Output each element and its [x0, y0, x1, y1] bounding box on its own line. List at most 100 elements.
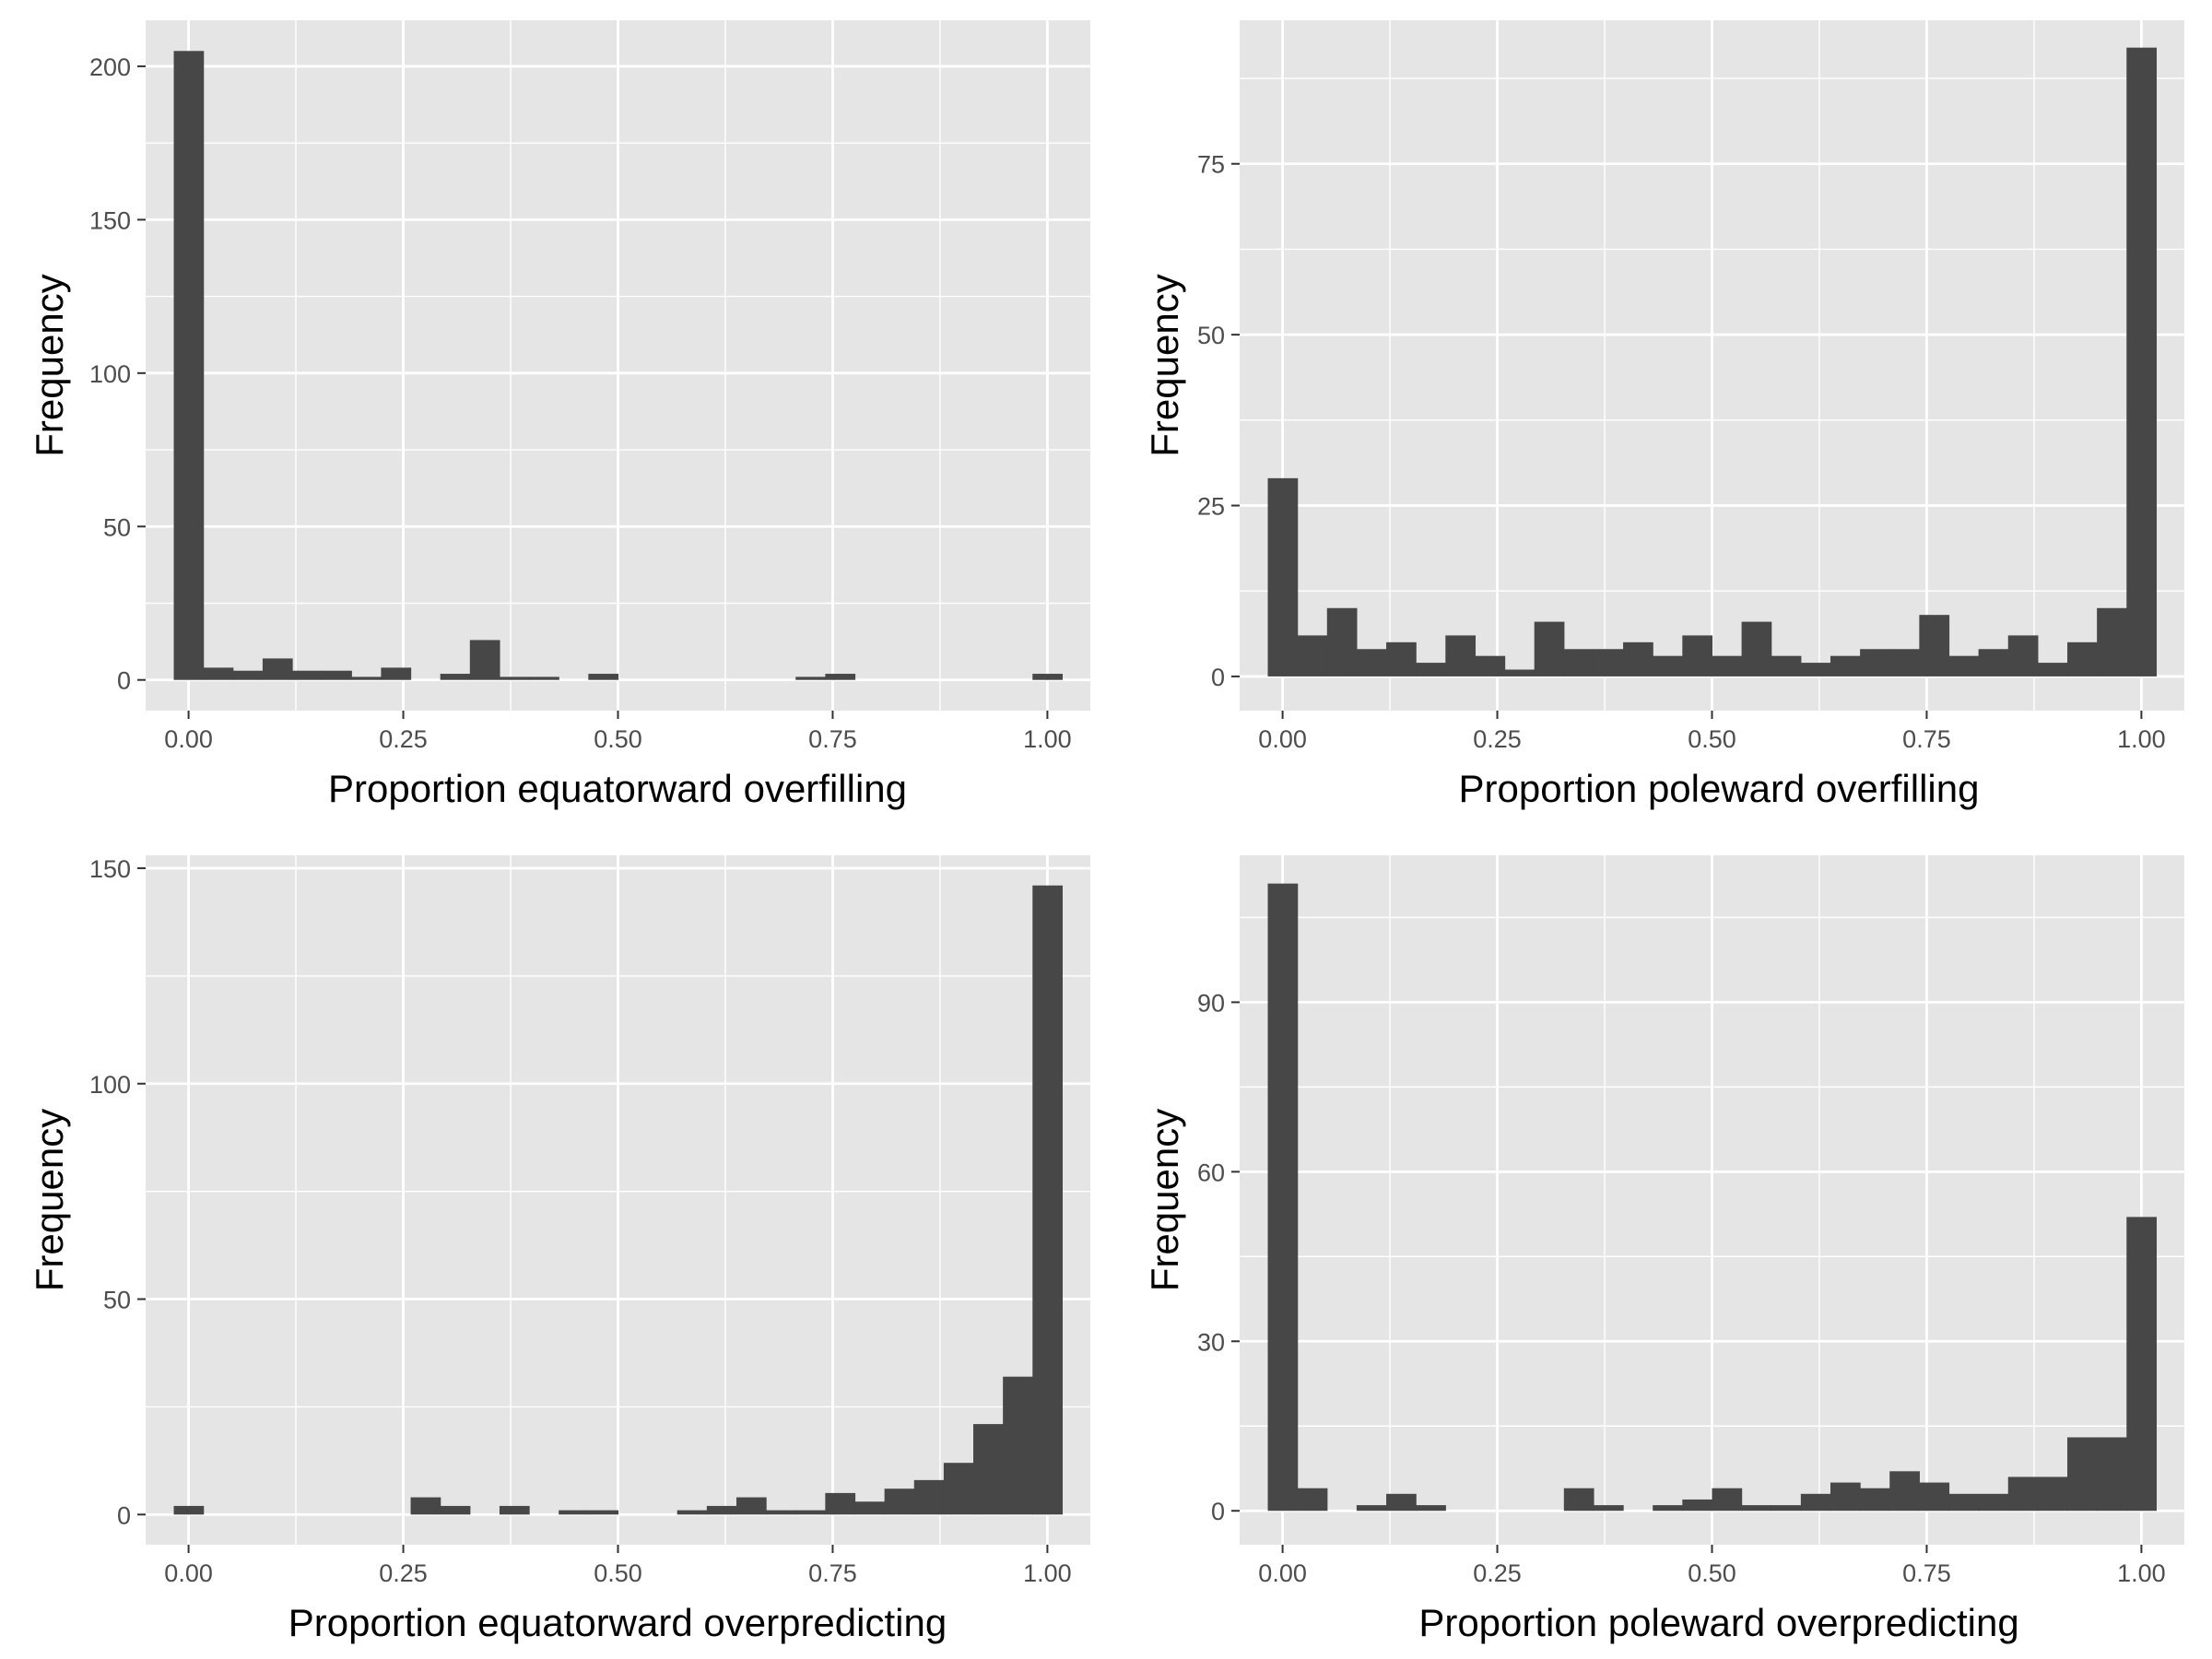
histogram-bar	[1297, 635, 1328, 677]
histogram-panel-4: 0.00 0.25 0.50 0.75 1.00 0 30 60 90 Proportion po…	[1143, 855, 2184, 1644]
histogram-bar	[351, 677, 382, 680]
y-tick-label: 75	[1197, 151, 1225, 179]
histogram-bar	[1416, 663, 1446, 677]
x-tick-label: 1.00	[1023, 1559, 1072, 1587]
y-axis-title: Frequency	[1143, 1109, 1186, 1291]
x-tick-label: 0.00	[1258, 1559, 1307, 1587]
x-tick-label: 0.00	[164, 1559, 213, 1587]
y-tick-label: 200	[89, 53, 131, 81]
histogram-bar	[1948, 1493, 1980, 1512]
histogram-bar	[1712, 1488, 1743, 1512]
x-tick-label: 1.00	[2117, 1559, 2166, 1587]
histogram-bar	[1593, 1505, 1624, 1512]
histogram-bar	[1653, 655, 1683, 677]
histogram-bar	[1682, 635, 1713, 677]
histogram-bar	[469, 640, 500, 680]
histogram-bar	[795, 1510, 826, 1515]
histogram-bar	[2007, 635, 2039, 677]
histogram-bar	[1593, 649, 1624, 677]
y-tick-label: 100	[89, 1071, 131, 1099]
histogram-bar	[2126, 47, 2157, 677]
x-tick-label: 0.25	[379, 725, 428, 753]
histogram-bar	[1771, 655, 1802, 677]
histogram-bar	[588, 1510, 619, 1515]
histogram-bar	[1919, 1482, 1950, 1512]
histogram-bar	[440, 1505, 471, 1515]
x-axis-title: Proportion poleward overfilling	[1459, 767, 1980, 810]
histogram-bar	[766, 1510, 796, 1515]
histogram-bar	[1445, 635, 1477, 677]
y-tick-label: 100	[89, 360, 131, 388]
histogram-bar	[943, 1463, 974, 1515]
histogram-bar	[1741, 621, 1772, 677]
x-tick-label: 0.00	[1258, 725, 1307, 753]
histogram-bar	[1563, 1488, 1594, 1512]
y-tick-label: 0	[1211, 1498, 1225, 1525]
histogram-bar	[2037, 1477, 2068, 1512]
x-axis-title: Proportion equatorward overpredicting	[288, 1601, 947, 1644]
histogram-bar	[440, 674, 471, 680]
histogram-bar	[1919, 615, 1950, 677]
y-tick-label: 0	[117, 667, 131, 695]
histogram-bar	[1741, 1505, 1772, 1512]
histogram-bar	[381, 667, 412, 680]
histogram-bar	[1771, 1505, 1802, 1512]
histogram-bar	[677, 1510, 708, 1515]
histogram-bar	[203, 667, 234, 680]
x-tick-label: 0.75	[1902, 725, 1951, 753]
y-tick-label: 25	[1197, 493, 1225, 521]
histogram-bar	[1889, 1471, 1920, 1512]
histogram-bar	[2067, 641, 2098, 677]
histogram-bar	[499, 1505, 530, 1515]
histogram-bar	[1386, 641, 1417, 677]
histogram-bar	[1267, 883, 1299, 1512]
histogram-bar	[2067, 1437, 2098, 1512]
histogram-panel-2: 0.00 0.25 0.50 0.75 1.00 0 25 50 75 Proportion po…	[1143, 20, 2184, 810]
histogram-bar	[559, 1510, 589, 1515]
histogram-bar	[1978, 1493, 2009, 1512]
histogram-bar	[1653, 1505, 1683, 1512]
histogram-bar	[825, 674, 856, 680]
histogram-bar	[232, 670, 264, 680]
histogram-bar	[1326, 607, 1358, 677]
histogram-bar	[1504, 669, 1535, 677]
x-tick-label: 0.50	[1688, 1559, 1736, 1587]
histogram-bar	[1356, 649, 1387, 677]
histogram-bar	[2007, 1477, 2039, 1512]
histogram-bar	[795, 677, 826, 680]
histogram-bar	[825, 1492, 856, 1515]
histogram-bar	[2037, 663, 2068, 677]
histogram-bar	[1032, 674, 1063, 680]
x-tick-label: 0.50	[1688, 725, 1736, 753]
histogram-bar	[1830, 655, 1861, 677]
x-tick-label: 0.50	[594, 725, 642, 753]
x-tick-label: 0.75	[808, 1559, 857, 1587]
y-tick-label: 30	[1197, 1328, 1225, 1356]
histogram-bar	[1563, 649, 1594, 677]
x-tick-label: 0.50	[594, 1559, 642, 1587]
x-axis-title: Proportion equatorward overfilling	[328, 767, 907, 810]
histogram-bar	[173, 1505, 205, 1515]
x-tick-label: 0.25	[379, 1559, 428, 1587]
x-tick-label: 0.00	[164, 725, 213, 753]
histogram-bar	[2097, 607, 2127, 677]
y-tick-label: 60	[1197, 1159, 1225, 1186]
histogram-bar	[1889, 649, 1920, 677]
histogram-bar	[1475, 655, 1506, 677]
y-tick-label: 0	[117, 1501, 131, 1529]
histogram-bar	[2097, 1437, 2127, 1512]
histogram-bar	[1534, 621, 1565, 677]
histogram-bar	[1800, 663, 1831, 677]
histogram-bar	[1003, 1376, 1033, 1515]
histogram-bar	[322, 670, 352, 680]
histogram-bar	[2126, 1217, 2157, 1512]
histogram-bar	[292, 670, 323, 680]
histogram-bar	[1830, 1482, 1861, 1512]
x-tick-label: 0.75	[1902, 1559, 1951, 1587]
x-tick-label: 1.00	[2117, 725, 2166, 753]
histogram-bar	[1416, 1505, 1446, 1512]
histogram-bar	[706, 1505, 737, 1515]
histogram-bar	[1356, 1505, 1387, 1512]
y-axis-title: Frequency	[28, 1109, 71, 1291]
